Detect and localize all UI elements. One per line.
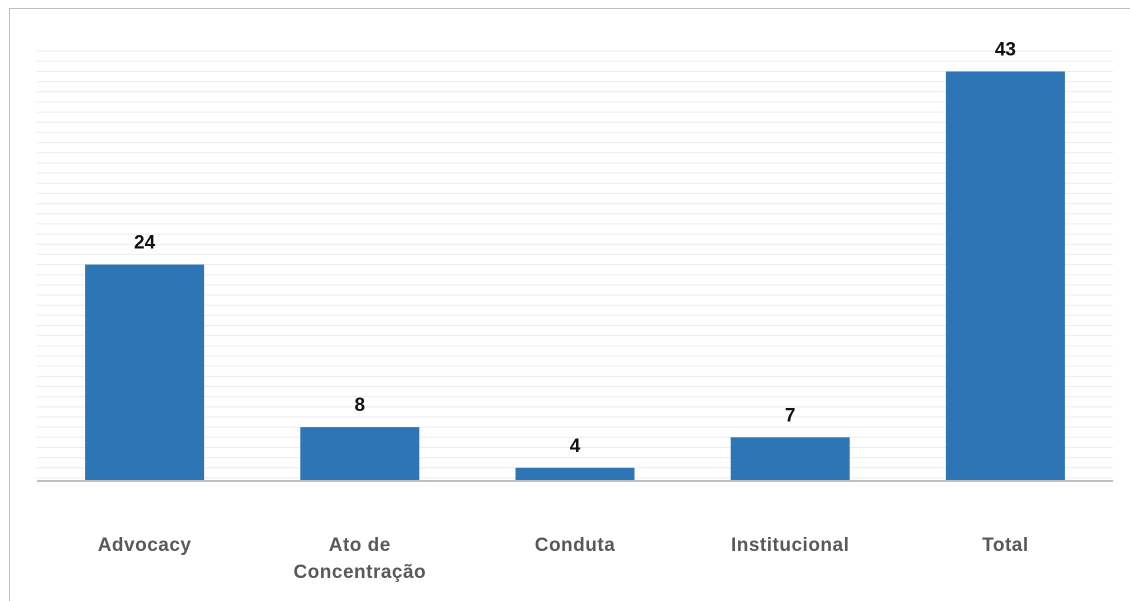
data-label: 24 bbox=[134, 233, 156, 254]
bar bbox=[85, 264, 205, 481]
data-label: 43 bbox=[995, 39, 1016, 60]
x-tick-label: Advocacy bbox=[97, 535, 192, 556]
data-label: 7 bbox=[785, 405, 796, 426]
data-label: 4 bbox=[570, 436, 581, 457]
x-tick-label: Total bbox=[982, 535, 1029, 556]
bar bbox=[730, 437, 850, 481]
x-tick-label: Conduta bbox=[534, 535, 616, 556]
bar bbox=[945, 71, 1065, 481]
x-tick-label: Institucional bbox=[730, 535, 850, 556]
bar bbox=[300, 427, 420, 481]
x-tick-label: Ato de Concentração bbox=[293, 535, 427, 583]
bar bbox=[515, 467, 635, 481]
data-label: 8 bbox=[355, 395, 366, 416]
frame bbox=[9, 8, 1130, 601]
